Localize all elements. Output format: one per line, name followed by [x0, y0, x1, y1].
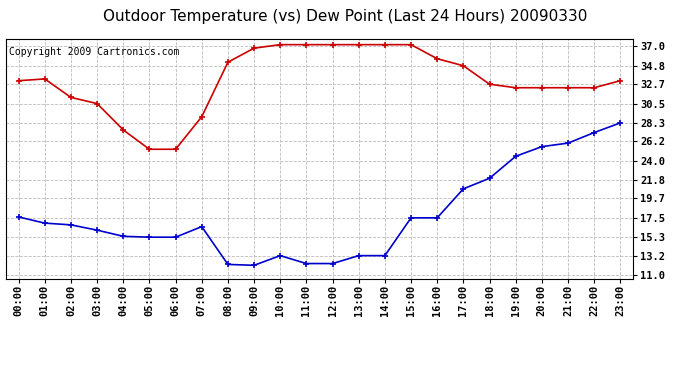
Text: Copyright 2009 Cartronics.com: Copyright 2009 Cartronics.com — [9, 46, 179, 57]
Text: Outdoor Temperature (vs) Dew Point (Last 24 Hours) 20090330: Outdoor Temperature (vs) Dew Point (Last… — [103, 9, 587, 24]
